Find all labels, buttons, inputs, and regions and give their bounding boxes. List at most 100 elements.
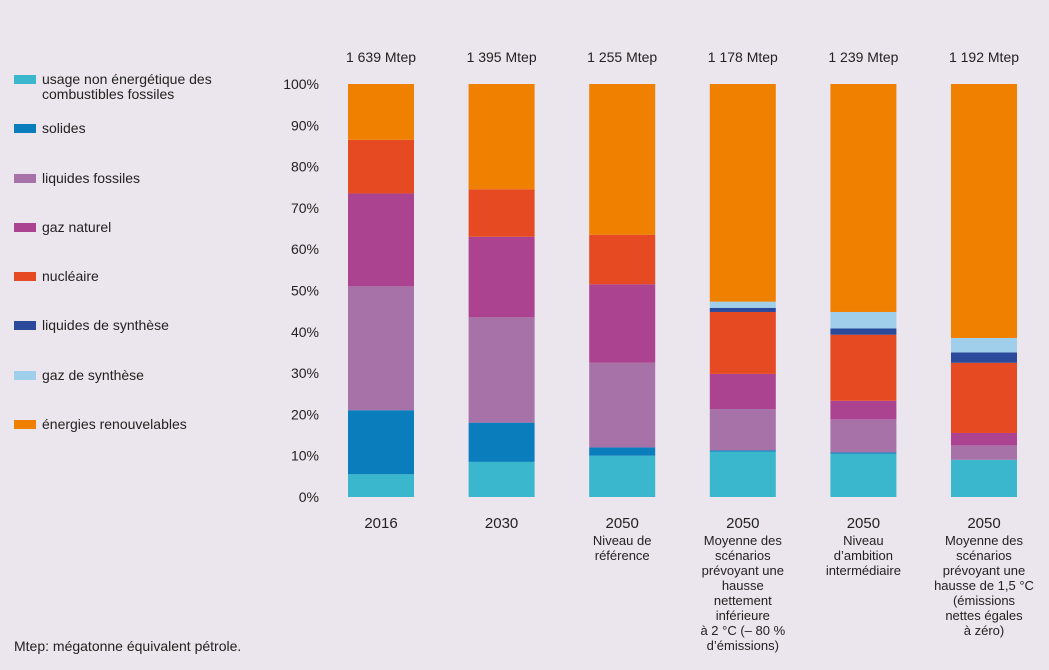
- bar-segment: [830, 452, 897, 454]
- legend-label: gaz de synthèse: [42, 367, 144, 383]
- legend-swatch: [14, 321, 36, 330]
- x-category-line: 2050: [606, 515, 639, 532]
- x-category-line: à zéro): [964, 623, 1004, 638]
- legend-label: solides: [42, 120, 86, 136]
- y-tick-label: 80%: [291, 159, 319, 175]
- bar-segment: [709, 84, 776, 302]
- x-category-label: 2050 Moyenne des scénarios prévoyant une hau…: [700, 515, 785, 653]
- bar-segment: [589, 447, 656, 456]
- bar-segment: [951, 84, 1017, 338]
- legend-item-gaz-synthese: gaz de synthèse: [14, 368, 262, 383]
- bar-segment: [468, 189, 535, 237]
- bar-segment: [830, 400, 897, 420]
- legend-swatch: [14, 124, 36, 133]
- legend-item-solides: solides: [14, 121, 262, 136]
- bar-segment: [589, 455, 656, 497]
- bar-segment: [830, 84, 897, 312]
- bar-segment: [468, 236, 535, 318]
- y-tick-label: 30%: [291, 365, 319, 381]
- bar-segment: [830, 419, 897, 453]
- bar-segment: [709, 409, 776, 451]
- legend-item-non-energy: usage non énergétique des combustibles f…: [14, 72, 262, 102]
- bar-segment: [709, 451, 776, 497]
- bar-total-label: 1 239 Mtep: [828, 49, 898, 65]
- legend-item-renouvelables: énergies renouvelables: [14, 417, 262, 432]
- bar-segment: [589, 284, 656, 363]
- legend-label: nucléaire: [42, 268, 99, 284]
- bar-segment: [348, 286, 414, 411]
- bar-segment: [468, 422, 535, 462]
- bar-segment: [830, 328, 897, 335]
- x-category-line: d’émissions): [707, 638, 779, 653]
- y-axis: 0% 10% 20% 30% 40% 50% 60% 70% 80% 90% 100%: [283, 76, 319, 505]
- y-tick-label: 20%: [291, 406, 319, 422]
- bar-segment: [709, 307, 776, 312]
- bar-segment: [951, 352, 1017, 363]
- bar-segment: [951, 432, 1017, 446]
- y-tick-label: 70%: [291, 200, 319, 216]
- y-tick-label: 10%: [291, 448, 319, 464]
- x-category-line: hausse: [722, 578, 764, 593]
- legend-swatch: [14, 420, 36, 429]
- x-category-line: nettement: [714, 593, 772, 608]
- x-category-line: scénarios: [956, 548, 1012, 563]
- y-tick-label: 0%: [299, 489, 319, 505]
- x-category-label: 2050 Niveau d’ambition intermédiaire: [826, 515, 901, 578]
- bar-segment: [468, 84, 535, 190]
- legend-swatch: [14, 223, 36, 232]
- legend-swatch: [14, 371, 36, 380]
- x-category-line: hausse de 1,5 °C: [934, 578, 1034, 593]
- x-category-line: Moyenne des: [945, 533, 1024, 548]
- x-category-line: référence: [595, 548, 650, 563]
- x-category-line: Moyenne des: [704, 533, 783, 548]
- bar-segment: [951, 445, 1017, 460]
- x-category-line: 2050: [847, 515, 880, 532]
- y-tick-label: 100%: [283, 76, 319, 92]
- x-category-line: 2030: [485, 515, 518, 532]
- bar-total-label: 1 395 Mtep: [467, 49, 537, 65]
- x-category-label: 2050 Niveau de référence: [593, 515, 652, 563]
- bar-total-label: 1 255 Mtep: [587, 49, 657, 65]
- bar-segment: [348, 410, 414, 475]
- x-category-line: 2050: [967, 515, 1000, 532]
- legend-swatch: [14, 174, 36, 183]
- bar-segment: [709, 373, 776, 410]
- bar-segment: [348, 84, 414, 140]
- bar-segment: [709, 450, 776, 452]
- x-category-line: scénarios: [715, 548, 771, 563]
- bar-segment: [709, 311, 776, 374]
- x-category-label: 2030: [485, 515, 518, 532]
- bar-total-label: 1 178 Mtep: [708, 49, 778, 65]
- bars: [348, 84, 1017, 497]
- legend-item-nucleaire: nucléaire: [14, 269, 262, 284]
- x-category-line: prévoyant une: [702, 563, 784, 578]
- y-tick-label: 60%: [291, 241, 319, 257]
- x-category-line: prévoyant une: [943, 563, 1025, 578]
- bar-segment: [348, 474, 414, 497]
- bar-segment: [830, 453, 897, 497]
- x-category-line: Niveau de: [593, 533, 652, 548]
- bar-segment: [951, 459, 1017, 497]
- legend-label: énergies renouvelables: [42, 416, 187, 432]
- bar-total-label: 1 639 Mtep: [346, 49, 416, 65]
- legend-label: usage non énergétique des combustibles f…: [42, 71, 212, 102]
- bar-segment: [951, 362, 1017, 433]
- legend-label: liquides fossiles: [42, 170, 141, 186]
- bar-segment: [468, 317, 535, 423]
- x-category-line: inférieure: [716, 608, 770, 623]
- bar-segment: [830, 311, 897, 329]
- legend-label: gaz naturel: [42, 219, 112, 235]
- x-category-label: 2016: [364, 515, 397, 532]
- bar-segment: [830, 334, 897, 401]
- bar-segment: [348, 139, 414, 194]
- bar-segment: [348, 193, 414, 287]
- legend-swatch: [14, 75, 36, 84]
- legend-label: liquides de synthèse: [42, 317, 169, 333]
- bar-segment: [589, 84, 656, 235]
- legend-item-gaz-naturel: gaz naturel: [14, 220, 262, 235]
- bar-total-label: 1 192 Mtep: [949, 49, 1019, 65]
- x-category-line: à 2 °C (– 80 %: [700, 623, 785, 638]
- x-category-line: (émissions: [953, 593, 1016, 608]
- y-tick-label: 90%: [291, 117, 319, 133]
